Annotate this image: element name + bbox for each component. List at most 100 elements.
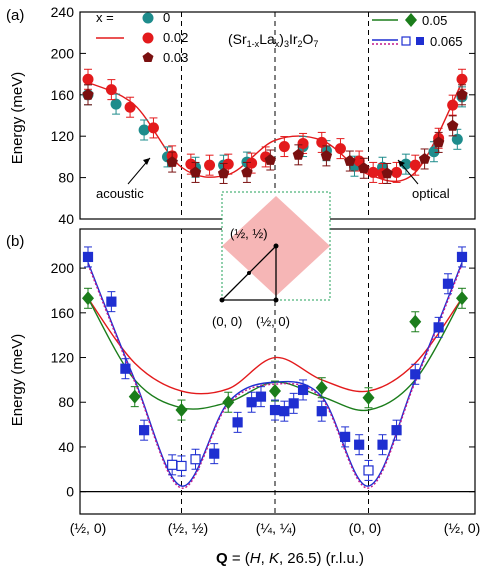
panel-a-ytick-label-2: 120 (51, 128, 75, 144)
panel-a-legend: x = 0 0.02 0.03 (96, 10, 188, 65)
annotation-optical: optical (412, 186, 450, 201)
panel-a-point-s2-1 (166, 156, 178, 167)
panel-b-point-s1-15 (316, 406, 327, 417)
panel-b-label: (b) (6, 233, 24, 250)
panel-a-point-s2-6 (292, 148, 305, 160)
legend-label-x002: 0.02 (163, 30, 188, 45)
legend-marker-x003 (142, 52, 154, 62)
panel-a-point-s1-1 (105, 84, 117, 96)
panel-b-point-s1-17 (354, 439, 365, 450)
panel-a-point-s1-18 (409, 159, 421, 171)
panel-b-ylabel: Energy (meV) (9, 334, 26, 427)
panel-a-point-s2-3 (217, 167, 230, 179)
legend-marker-x0 (142, 12, 154, 24)
inset-label-halfhalf: (½, ½) (230, 226, 268, 241)
x-tick-label-0: (½, 0) (70, 520, 107, 536)
panel-a-point-s2-7 (320, 149, 333, 161)
panel-a-point-s1-21 (456, 73, 468, 85)
panel-b-point-s1-11 (269, 404, 281, 416)
panel-b-ytick-label-1: 40 (58, 439, 74, 455)
legend-label-x005: 0.05 (422, 13, 447, 28)
panel-a-point-s2-14 (456, 88, 468, 100)
inset-label-half0: (½, 0) (256, 314, 290, 329)
panel-a-point-s2-0 (82, 88, 94, 100)
panel-b-point-s0-7 (409, 314, 422, 329)
panel-b-point-s1-4 (167, 459, 178, 470)
panel-b-curve-dotted (87, 264, 463, 489)
panel-a-point-s0-13 (451, 133, 463, 145)
panel-a-point-s1-12 (316, 136, 328, 148)
panel-a-point-s2-2 (189, 166, 202, 178)
panel-b-point-s1-20 (391, 425, 402, 436)
panel-a-point-s2-5 (264, 154, 276, 165)
panel-a-ytick-label-0: 40 (58, 211, 74, 227)
panel-b-point-s1-13 (288, 398, 299, 409)
panel-a-point-s2-8 (344, 155, 356, 166)
legend-label-x0065: 0.065 (430, 34, 463, 49)
panel-a-ytick-label-1: 80 (58, 170, 74, 186)
panel-b-point-s1-14 (297, 384, 309, 396)
panel-b-axis: 0 40 80 120 160 200 (51, 260, 475, 500)
panel-a-point-s1-7 (222, 158, 234, 170)
panel-a-point-s2-12 (432, 136, 445, 148)
panel-a-ylabel: Energy (meV) (9, 72, 26, 165)
x-axis-label: Q = (H, K, 26.5) (r.l.u.) (216, 550, 364, 567)
panel-b-point-s1-2 (120, 363, 131, 374)
inset-point-half0 (273, 297, 279, 303)
annotation-optical-arrowhead (398, 160, 405, 167)
legend-label-x0: 0 (163, 10, 170, 25)
annotation-acoustic: acoustic (96, 186, 144, 201)
x-tick-label-3: (0, 0) (349, 520, 382, 536)
panel-a-point-s1-0 (82, 73, 94, 85)
panel-a-point-s2-13 (446, 119, 459, 131)
panel-b-point-s1-7 (209, 448, 220, 459)
inset-point-quarter (247, 271, 251, 275)
panel-b-point-s1-9 (246, 397, 257, 408)
inset-label-origin: (0, 0) (212, 314, 242, 329)
panel-b-point-s1-21 (410, 369, 421, 380)
panel-b-ytick-label-0: 0 (66, 484, 74, 500)
panel-a-ytick-label-3: 160 (51, 87, 75, 103)
panel-b-point-s1-5 (176, 460, 187, 472)
panel-b-point-s1-12 (279, 406, 290, 417)
panel-a-ytick-label-5: 240 (51, 4, 75, 20)
panel-a-axis: 40 80 120 160 200 240 (51, 4, 475, 227)
panel-a-point-s1-15 (367, 166, 379, 178)
panel-a-point-s1-11 (297, 137, 309, 149)
x-tick-label-4: (½, 0) (444, 520, 481, 536)
panel-a: (a) Energy (meV) 40 80 120 160 200 240 x = 0 … (6, 4, 476, 227)
panel-a-points (82, 68, 468, 184)
panel-a-point-s1-20 (447, 99, 459, 111)
panel-a-point-s1-13 (334, 143, 346, 155)
panel-b-point-s1-10 (255, 391, 267, 402)
panel-b-point-s1-24 (456, 251, 468, 263)
panel-b-point-s0-6 (362, 390, 375, 405)
legend-prefix: x = (96, 10, 114, 25)
panel-b-ytick-label-4: 160 (51, 305, 75, 321)
legend-open-square (401, 36, 411, 46)
x-tick-label-1: (½, ½) (168, 520, 208, 536)
panel-a-point-s1-10 (278, 141, 290, 153)
panel-a-ytick-label-4: 200 (51, 45, 75, 61)
panel-a-point-s2-4 (241, 166, 253, 178)
panel-a-dashed-lines (181, 12, 369, 219)
panel-b-point-s0-2 (175, 403, 188, 418)
panel-b-ytick-label-3: 120 (51, 350, 75, 366)
panel-b-point-s1-22 (433, 322, 444, 333)
panel-b-points (82, 246, 468, 481)
panel-a-point-s0-2 (138, 124, 150, 136)
panel-b-point-s0-3 (222, 395, 235, 410)
panel-a-label: (a) (6, 7, 24, 24)
panel-b-point-s1-0 (82, 251, 94, 263)
panel-a-point-s1-17 (391, 166, 403, 178)
x-tick-label-2: (¼, ¼) (256, 520, 296, 536)
panel-a-point-s0-12 (428, 146, 440, 158)
panel-b-point-s0-0 (82, 291, 94, 306)
inset-point-halfhalf (273, 243, 279, 249)
panel-b-ytick-label-5: 200 (51, 260, 75, 276)
panel-b-point-s1-16 (340, 431, 351, 442)
legend-filled-square (416, 37, 424, 45)
legend-marker-x002 (142, 32, 154, 44)
panel-b-point-s1-23 (442, 278, 454, 289)
